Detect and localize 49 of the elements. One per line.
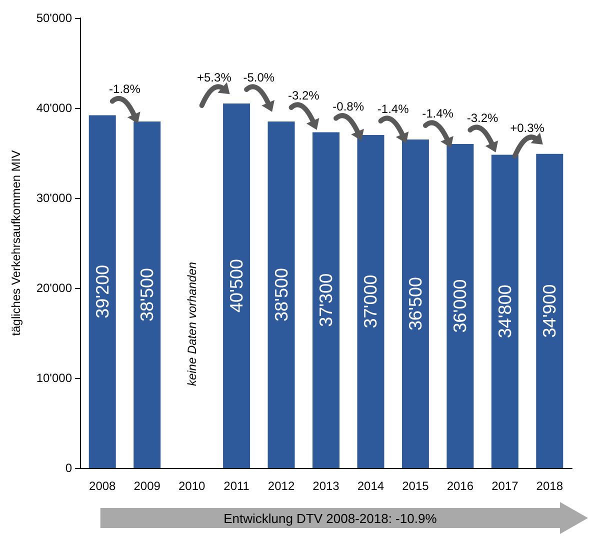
- x-tick-label: 2016: [446, 479, 474, 493]
- y-tick-label: 50'000: [36, 11, 72, 25]
- y-tick-label: 20'000: [36, 281, 72, 295]
- bar: [491, 154, 518, 468]
- annotation: -3.2%: [466, 111, 499, 125]
- data-label: 37'300: [316, 273, 336, 327]
- annotation: +0.3%: [510, 120, 545, 135]
- y-tick-label: 0: [65, 461, 72, 475]
- y-axis-title: tägliches Verkehrsaufkommen MIV: [9, 150, 23, 336]
- bar: [134, 122, 161, 468]
- x-tick-label: 2013: [312, 479, 340, 493]
- bar: [536, 154, 564, 468]
- annotation: -1.8%: [109, 82, 141, 96]
- annotation: -5.0%: [243, 70, 275, 84]
- bar: [446, 144, 474, 468]
- y-tick-label: 10'000: [36, 371, 72, 385]
- x-tick-label: 2014: [357, 479, 384, 493]
- bar: [357, 135, 384, 468]
- y-tick-label: 30'000: [36, 191, 72, 205]
- annotation: -3.2%: [288, 88, 320, 102]
- text: Entwicklung DTV 2008-2018: -10.9%: [224, 511, 438, 526]
- x-tick-label: 2009: [134, 479, 161, 493]
- bar: [88, 115, 116, 468]
- data-label: 34'900: [540, 284, 560, 338]
- data-label: 39'200: [92, 264, 112, 318]
- bar: [402, 140, 429, 468]
- data-label: 40'500: [226, 259, 247, 312]
- data-label: 36'500: [405, 277, 426, 330]
- data-label: 38'500: [271, 268, 292, 322]
- bar: [223, 104, 250, 468]
- data-label: 34'800: [494, 284, 515, 338]
- x-tick-label: 2011: [224, 479, 250, 493]
- data-label: 38'500: [137, 268, 158, 322]
- bar: [268, 122, 295, 468]
- annotation: -0.8%: [332, 99, 364, 114]
- x-tick-label: 2012: [268, 479, 295, 493]
- y-tick-label: 40'000: [36, 101, 72, 115]
- annotation: -1.4%: [422, 106, 454, 120]
- data-label: 37'000: [360, 274, 381, 328]
- x-tick-label: 2010: [178, 479, 206, 493]
- x-tick-label: 2018: [536, 479, 564, 493]
- x-tick-label: 2017: [492, 479, 519, 493]
- bar: [312, 132, 340, 468]
- annotation: -1.4%: [377, 102, 410, 116]
- annotation: +5.3%: [197, 70, 232, 84]
- annotation: keine Daten vorhanden: [184, 262, 199, 386]
- x-tick-label: 2015: [402, 479, 430, 493]
- data-label: 36'000: [450, 279, 470, 333]
- x-tick-label: 2008: [89, 479, 116, 493]
